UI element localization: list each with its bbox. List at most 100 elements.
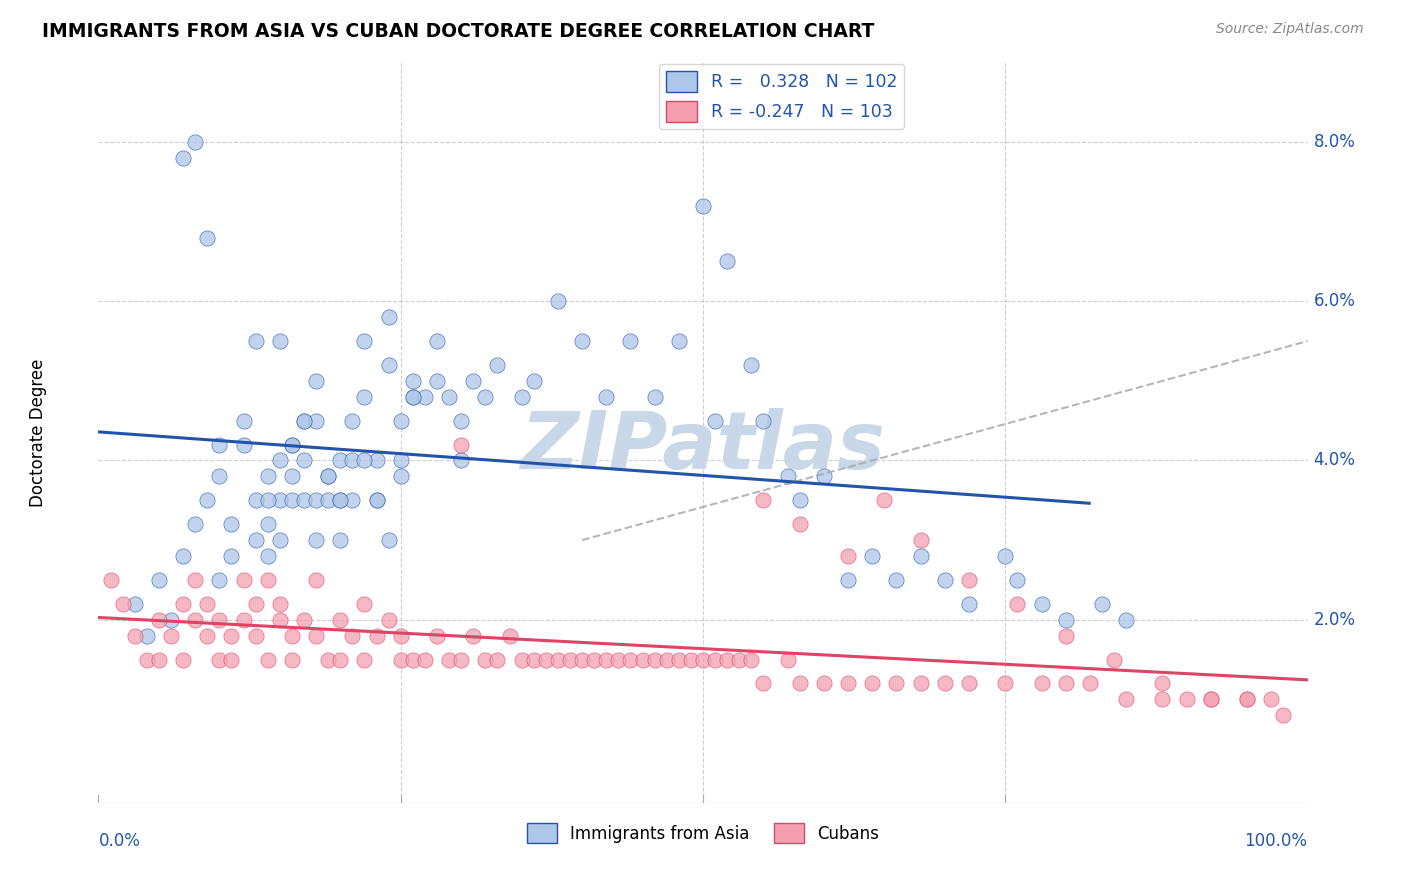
Point — [752, 414, 775, 428]
Point — [342, 493, 364, 508]
Point — [860, 676, 883, 690]
Point — [716, 652, 738, 666]
Point — [1054, 629, 1077, 643]
Point — [728, 652, 751, 666]
Point — [752, 493, 775, 508]
Point — [837, 573, 859, 587]
Point — [269, 334, 291, 348]
Point — [402, 390, 425, 404]
Point — [886, 676, 908, 690]
Point — [184, 573, 207, 587]
Point — [329, 533, 352, 547]
Point — [389, 453, 412, 467]
Point — [353, 390, 375, 404]
Point — [644, 390, 666, 404]
Point — [692, 652, 714, 666]
Point — [934, 573, 956, 587]
Point — [437, 390, 460, 404]
Point — [172, 549, 194, 563]
Point — [413, 652, 436, 666]
Point — [160, 613, 183, 627]
Point — [837, 676, 859, 690]
Point — [232, 414, 254, 428]
Point — [668, 334, 690, 348]
Point — [160, 629, 183, 643]
Point — [644, 652, 666, 666]
Point — [1102, 652, 1125, 666]
Point — [740, 358, 762, 372]
Point — [208, 613, 231, 627]
Point — [776, 652, 799, 666]
Point — [316, 493, 339, 508]
Point — [208, 469, 231, 483]
Point — [124, 629, 146, 643]
Point — [1054, 613, 1077, 627]
Point — [221, 517, 243, 532]
Point — [1031, 597, 1053, 611]
Point — [305, 374, 328, 388]
Point — [305, 533, 328, 547]
Point — [208, 437, 231, 451]
Point — [111, 597, 134, 611]
Point — [269, 613, 291, 627]
Point — [292, 613, 315, 627]
Point — [402, 390, 425, 404]
Point — [1199, 692, 1222, 706]
Point — [860, 549, 883, 563]
Point — [269, 453, 291, 467]
Point — [184, 613, 207, 627]
Point — [232, 573, 254, 587]
Point — [184, 517, 207, 532]
Point — [437, 652, 460, 666]
Point — [1175, 692, 1198, 706]
Point — [486, 358, 509, 372]
Point — [245, 533, 267, 547]
Point — [607, 652, 630, 666]
Point — [377, 358, 399, 372]
Point — [1078, 676, 1101, 690]
Point — [195, 230, 218, 244]
Point — [305, 629, 328, 643]
Point — [172, 652, 194, 666]
Point — [1115, 692, 1137, 706]
Point — [426, 374, 449, 388]
Point — [377, 613, 399, 627]
Point — [195, 597, 218, 611]
Text: 0.0%: 0.0% — [98, 832, 141, 850]
Point — [873, 493, 896, 508]
Point — [100, 573, 122, 587]
Point — [389, 469, 412, 483]
Point — [281, 493, 304, 508]
Point — [571, 334, 593, 348]
Point — [221, 549, 243, 563]
Point — [232, 437, 254, 451]
Point — [668, 652, 690, 666]
Point — [402, 374, 425, 388]
Point — [486, 652, 509, 666]
Point — [1260, 692, 1282, 706]
Point — [353, 652, 375, 666]
Point — [292, 493, 315, 508]
Point — [595, 390, 617, 404]
Point — [957, 573, 980, 587]
Point — [389, 414, 412, 428]
Point — [547, 652, 569, 666]
Text: 100.0%: 100.0% — [1244, 832, 1308, 850]
Point — [389, 652, 412, 666]
Point — [450, 437, 472, 451]
Point — [316, 652, 339, 666]
Point — [353, 453, 375, 467]
Point — [498, 629, 520, 643]
Point — [994, 676, 1017, 690]
Point — [1199, 692, 1222, 706]
Point — [631, 652, 654, 666]
Point — [957, 597, 980, 611]
Point — [910, 676, 932, 690]
Point — [172, 151, 194, 165]
Point — [221, 629, 243, 643]
Text: Doctorate Degree: Doctorate Degree — [30, 359, 46, 507]
Point — [523, 652, 546, 666]
Point — [366, 493, 388, 508]
Point — [208, 573, 231, 587]
Point — [245, 597, 267, 611]
